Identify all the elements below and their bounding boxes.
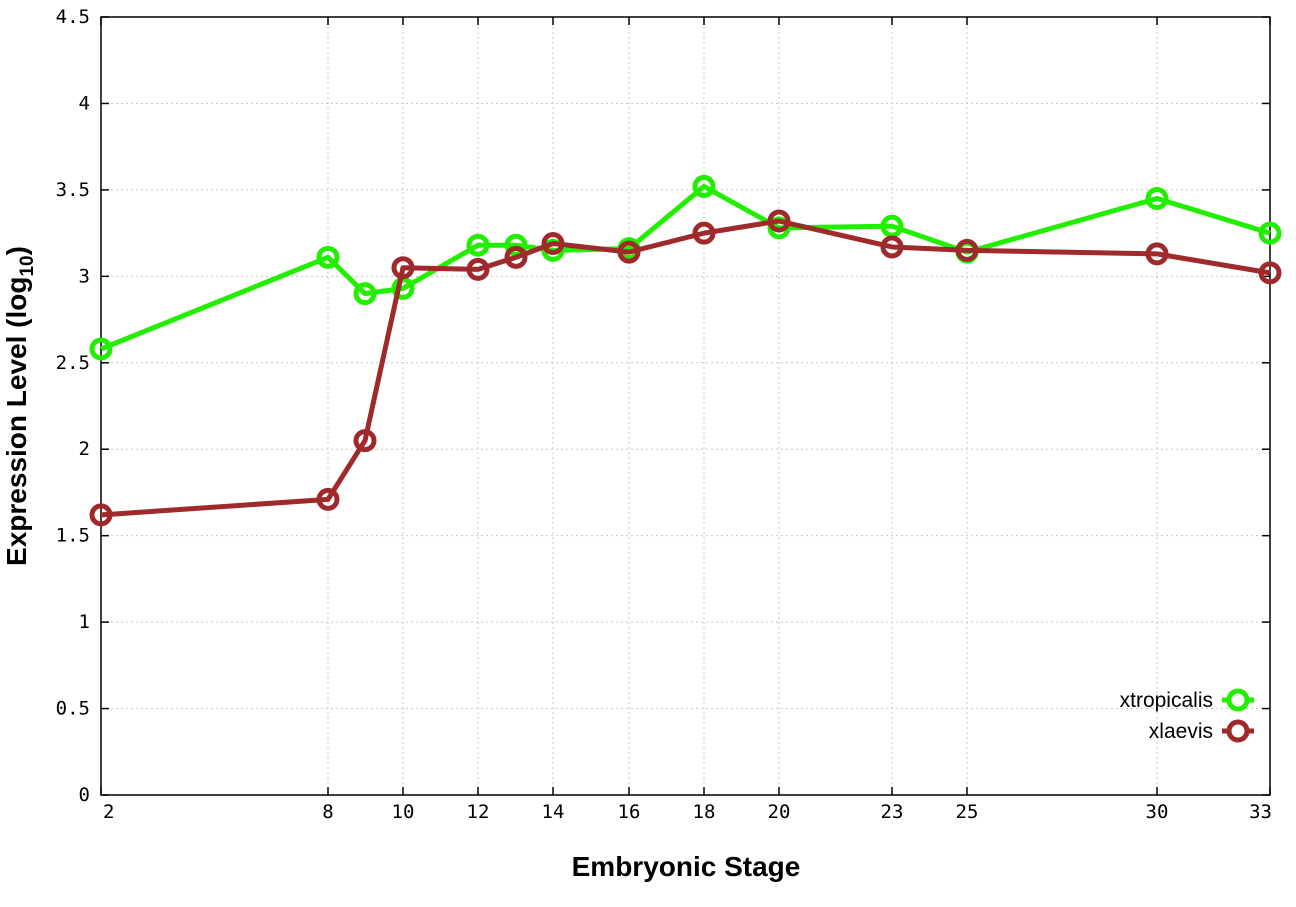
- x-tick-label: 25: [956, 801, 979, 823]
- x-tick-label: 16: [618, 801, 641, 823]
- data-point-xtropicalis-stage-13: [504, 233, 528, 257]
- data-point-xtropicalis-stage-12: [466, 233, 490, 257]
- data-point-xlaevis-stage-2: [89, 503, 113, 527]
- data-point-xlaevis-stage-20: [767, 209, 791, 233]
- data-point-xlaevis-stage-30: [1145, 242, 1169, 266]
- x-tick-label: 12: [467, 801, 490, 823]
- y-tick-label: 2: [79, 438, 90, 460]
- x-tick-label: 8: [322, 801, 333, 823]
- y-tick-label: 0.5: [56, 698, 90, 720]
- legend: xtropicalis xlaevis: [1120, 688, 1254, 743]
- data-point-xlaevis-stage-13: [504, 245, 528, 269]
- y-tick-label: 3: [79, 265, 90, 287]
- y-tick-label: 4: [79, 92, 90, 114]
- series-layer: [89, 174, 1282, 527]
- x-tick-label: 2: [103, 801, 114, 823]
- data-point-xlaevis-stage-18: [692, 221, 716, 245]
- x-tick-label: 20: [768, 801, 791, 823]
- y-tick-label: 0: [79, 784, 90, 806]
- data-point-xtropicalis-stage-18: [692, 174, 716, 198]
- y-tick-label: 1.5: [56, 525, 90, 547]
- x-tick-label: 23: [881, 801, 904, 823]
- data-point-xlaevis-stage-25: [955, 238, 979, 262]
- x-axis-title: Embryonic Stage: [572, 851, 801, 882]
- tick-layer: 0 0.5 1 1.5 2 2.5 3 3.5 4 4.5 2 8 10 12 14 16 18 20 23 25 30…: [56, 6, 1272, 823]
- legend-label-xtropicalis: xtropicalis: [1120, 689, 1213, 712]
- data-point-xlaevis-stage-16: [617, 240, 641, 264]
- legend-label-xlaevis: xlaevis: [1149, 720, 1213, 743]
- x-tick-label: 10: [392, 801, 415, 823]
- y-tick-label: 3.5: [56, 179, 90, 201]
- series-line-xlaevis: [100, 218, 1271, 518]
- data-point-xlaevis-stage-10: [391, 256, 415, 280]
- data-point-xtropicalis-stage-8: [316, 245, 340, 269]
- x-tick-label: 14: [542, 801, 565, 823]
- y-tick-label: 2.5: [56, 352, 90, 374]
- data-point-xtropicalis-stage-30: [1145, 187, 1169, 211]
- data-point-xtropicalis-stage-9: [353, 282, 377, 306]
- data-point-xlaevis-stage-12: [466, 257, 490, 281]
- data-point-xtropicalis-stage-2: [89, 337, 113, 361]
- grid-layer: [101, 17, 1270, 795]
- y-axis-title-main: Expression Level (log: [1, 277, 32, 566]
- legend-marker-xlaevis: [1226, 719, 1250, 743]
- plot-frame: [100, 16, 1271, 796]
- y-axis-title: Expression Level (log10): [1, 246, 38, 566]
- x-tick-label: 33: [1249, 801, 1272, 823]
- data-point-xlaevis-stage-14: [541, 231, 565, 255]
- data-point-xlaevis-stage-9: [353, 429, 377, 453]
- x-tick-label: 30: [1146, 801, 1169, 823]
- series-line-xtropicalis: [100, 183, 1271, 352]
- y-axis-title-close: ): [1, 246, 32, 255]
- data-point-xlaevis-stage-23: [880, 235, 904, 259]
- y-axis-title-subscript: 10: [17, 255, 38, 276]
- data-point-xlaevis-stage-33: [1258, 261, 1282, 285]
- legend-marker-xtropicalis: [1226, 688, 1250, 712]
- y-tick-label: 4.5: [56, 6, 90, 28]
- data-point-xtropicalis-stage-10: [391, 276, 415, 300]
- y-tick-label: 1: [79, 611, 90, 633]
- data-point-xlaevis-stage-8: [316, 487, 340, 511]
- data-point-xtropicalis-stage-33: [1258, 221, 1282, 245]
- x-tick-label: 18: [693, 801, 716, 823]
- data-point-xtropicalis-stage-23: [880, 214, 904, 238]
